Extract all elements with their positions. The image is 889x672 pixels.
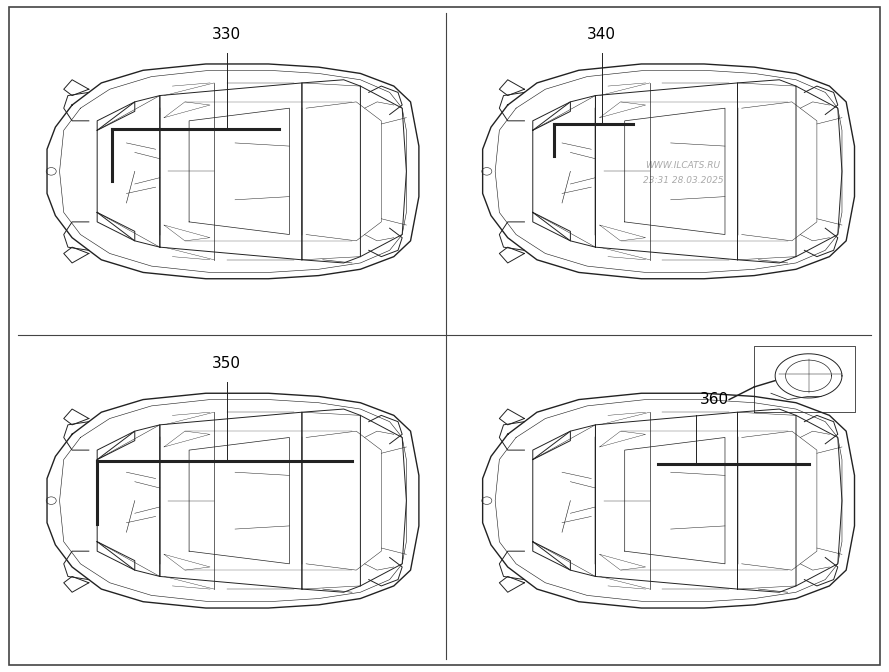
Text: 23:31 28.03.2025: 23:31 28.03.2025: [643, 176, 724, 185]
Text: 360: 360: [700, 392, 729, 407]
Text: 330: 330: [212, 27, 241, 42]
Text: 340: 340: [588, 27, 616, 42]
Text: 350: 350: [212, 356, 241, 371]
Text: WWW.ILCATS.RU: WWW.ILCATS.RU: [645, 161, 721, 169]
